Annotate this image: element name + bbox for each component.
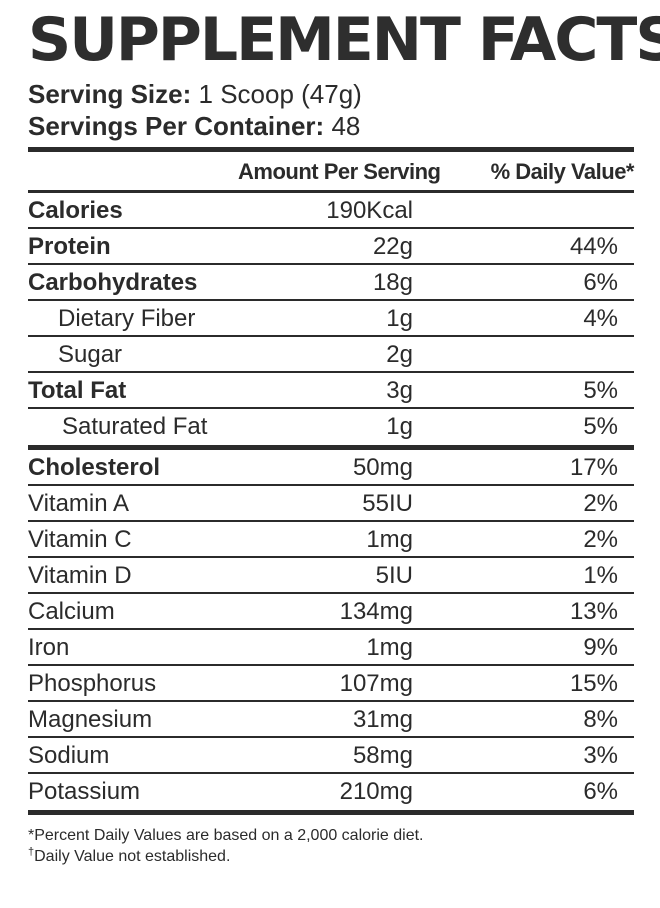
- divider-thick-middle: [28, 445, 634, 450]
- nutrient-amount: 1g: [386, 413, 413, 440]
- nutrient-row-protein: Protein 22g 44%: [28, 229, 634, 265]
- nutrient-daily-value: 9%: [583, 634, 618, 661]
- nutrient-daily-value: 2%: [583, 490, 618, 517]
- dagger-mark: †: [28, 846, 35, 858]
- nutrient-name: Total Fat: [28, 377, 127, 404]
- nutrient-amount: 1mg: [366, 634, 413, 661]
- nutrient-daily-value: 5%: [583, 377, 618, 404]
- nutrient-row-potassium: Potassium 210mg 6%: [28, 774, 634, 810]
- nutrient-name: Dietary Fiber: [58, 305, 196, 332]
- nutrient-row-carbohydrates: Carbohydrates 18g 6%: [28, 265, 634, 301]
- divider-thick-top: [28, 147, 634, 152]
- footnote-not-established: †Daily Value not established.: [28, 846, 634, 867]
- nutrient-row-phosphorus: Phosphorus 107mg 15%: [28, 666, 634, 702]
- nutrient-amount: 210mg: [339, 778, 413, 805]
- nutrient-name: Cholesterol: [28, 454, 161, 481]
- nutrient-amount: 58mg: [352, 742, 413, 769]
- nutrient-row-sodium: Sodium 58mg 3%: [28, 738, 634, 774]
- nutrient-amount: 22g: [372, 233, 413, 260]
- nutrient-amount: 50mg: [352, 454, 413, 481]
- nutrient-name: Vitamin A: [28, 490, 129, 517]
- nutrient-row-vitamin-a: Vitamin A 55IU 2%: [28, 486, 634, 522]
- nutrient-row-iron: Iron 1mg 9%: [28, 630, 634, 666]
- nutrient-name: Sodium: [28, 742, 110, 769]
- nutrient-amount: 107mg: [339, 670, 413, 697]
- nutrient-row-dietary-fiber: Dietary Fiber 1g 4%: [28, 301, 634, 337]
- table-header: Amount Per Serving % Daily Value*: [28, 152, 635, 190]
- nutrient-name: Calories: [28, 197, 123, 224]
- servings-per-container-value: 48: [331, 111, 361, 141]
- nutrient-name: Iron: [28, 634, 70, 661]
- nutrient-daily-value: 44%: [569, 233, 618, 260]
- header-amount-per-serving: Amount Per Serving: [238, 159, 441, 184]
- nutrient-name: Sugar: [58, 341, 123, 368]
- nutrient-name: Saturated Fat: [62, 413, 208, 440]
- nutrient-daily-value: 6%: [583, 269, 618, 296]
- nutrient-name: Carbohydrates: [28, 269, 198, 296]
- nutrient-daily-value: 4%: [583, 305, 618, 332]
- nutrient-daily-value: 3%: [583, 742, 618, 769]
- nutrient-amount: 1g: [386, 305, 413, 332]
- nutrient-amount: 5IU: [375, 562, 413, 589]
- nutrient-row-calories: Calories 190Kcal: [28, 193, 634, 229]
- nutrient-daily-value: 8%: [583, 706, 618, 733]
- label-title: SUPPLEMENT FACTS: [28, 5, 660, 75]
- serving-size: Serving Size: 1 Scoop (47g): [28, 78, 634, 110]
- nutrient-daily-value: 6%: [583, 778, 618, 805]
- nutrient-name: Magnesium: [28, 706, 153, 733]
- footnote-daily-values: *Percent Daily Values are based on a 2,0…: [28, 827, 424, 844]
- nutrient-name: Vitamin D: [28, 562, 132, 589]
- nutrient-amount: 31mg: [352, 706, 413, 733]
- nutrient-daily-value: 15%: [569, 670, 618, 697]
- nutrient-row-vitamin-c: Vitamin C 1mg 2%: [28, 522, 634, 558]
- nutrient-amount: 3g: [386, 377, 413, 404]
- nutrient-daily-value: 13%: [569, 598, 618, 625]
- nutrient-amount: 1mg: [366, 526, 413, 553]
- nutrient-daily-value: 1%: [583, 562, 618, 589]
- nutrient-amount: 134mg: [339, 598, 413, 625]
- header-daily-value: % Daily Value*: [490, 159, 635, 184]
- nutrient-row-sugar: Sugar 2g: [28, 337, 634, 373]
- nutrient-row-vitamin-d: Vitamin D 5IU 1%: [28, 558, 634, 594]
- nutrient-name: Phosphorus: [28, 670, 157, 697]
- divider-header: [28, 190, 634, 193]
- footnotes: *Percent Daily Values are based on a 2,0…: [28, 825, 634, 867]
- nutrient-amount: 2g: [386, 341, 413, 368]
- serving-size-value: 1 Scoop (47g): [198, 79, 362, 109]
- nutrient-name: Potassium: [28, 778, 141, 805]
- nutrient-daily-value: 17%: [569, 454, 618, 481]
- servings-per-container: Servings Per Container: 48: [28, 110, 634, 142]
- nutrient-daily-value: 2%: [583, 526, 618, 553]
- nutrient-amount: 18g: [372, 269, 413, 296]
- nutrient-amount: 55IU: [362, 490, 413, 517]
- nutrient-row-calcium: Calcium 134mg 13%: [28, 594, 634, 630]
- nutrient-row-total-fat: Total Fat 3g 5%: [28, 373, 634, 409]
- serving-size-label: Serving Size:: [28, 79, 192, 109]
- nutrient-name: Protein: [28, 233, 111, 260]
- nutrient-name: Vitamin C: [28, 526, 132, 553]
- nutrient-amount: 190Kcal: [326, 197, 413, 224]
- nutrient-name: Calcium: [28, 598, 115, 625]
- footnote-not-established-text: Daily Value not established.: [34, 848, 231, 865]
- nutrient-row-cholesterol: Cholesterol 50mg 17%: [28, 450, 634, 486]
- divider-thick-bottom: [28, 810, 634, 815]
- supplement-facts-label: SUPPLEMENT FACTS Serving Size: 1 Scoop (…: [0, 8, 660, 908]
- nutrient-row-magnesium: Magnesium 31mg 8%: [28, 702, 634, 738]
- nutrient-daily-value: 5%: [583, 413, 618, 440]
- servings-per-container-label: Servings Per Container:: [28, 111, 325, 141]
- nutrient-row-saturated-fat: Saturated Fat 1g 5%: [28, 409, 634, 445]
